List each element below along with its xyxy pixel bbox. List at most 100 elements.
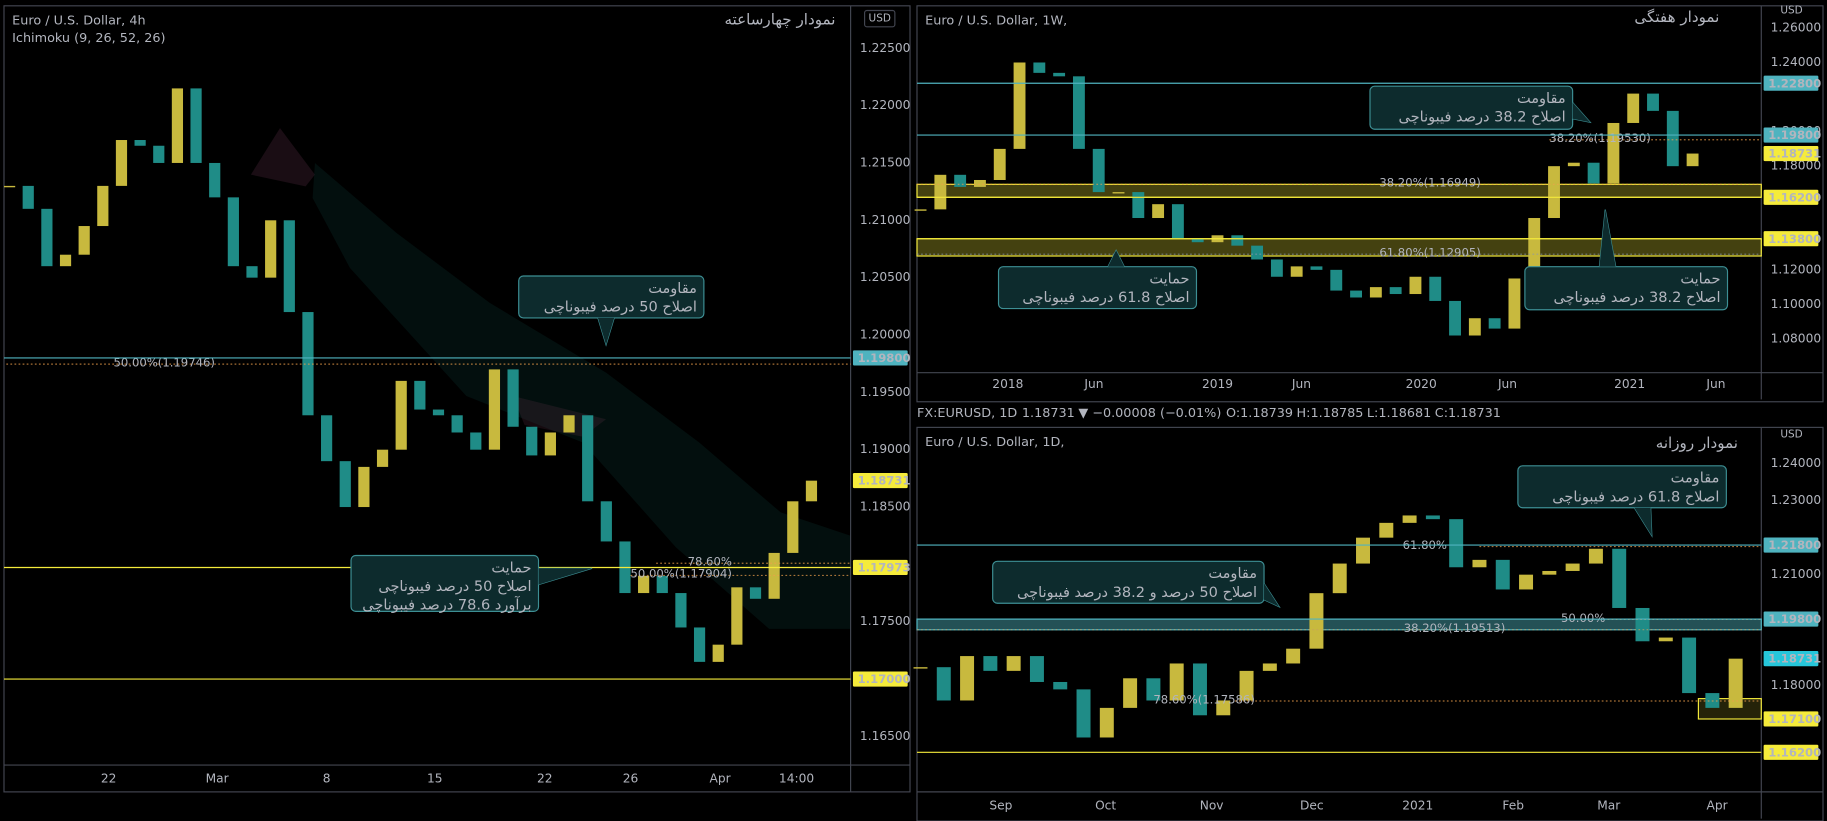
- y-tick-label: 1.10000: [1771, 297, 1822, 311]
- candle: [712, 644, 724, 662]
- candle: [432, 409, 445, 416]
- status-text: 1.18731: [1022, 406, 1075, 421]
- candle: [1728, 658, 1743, 708]
- candle: [265, 220, 277, 278]
- candle: [1309, 593, 1324, 649]
- x-tick-label: 2021: [1614, 377, 1645, 391]
- annotation-text: برآورد 78.6 درصد فیبوناچی: [362, 596, 531, 614]
- indicator-label: Ichimoku (9, 26, 52, 26): [12, 31, 165, 46]
- candle: [1270, 259, 1283, 277]
- candle: [638, 575, 650, 594]
- candle: [1488, 318, 1501, 329]
- candle: [171, 88, 184, 163]
- candle: [1262, 663, 1277, 671]
- candle: [1425, 515, 1440, 520]
- candle: [1686, 153, 1699, 167]
- y-tick-label: 1.20000: [860, 327, 911, 341]
- candle: [1389, 287, 1402, 295]
- candle: [563, 415, 575, 433]
- candle: [1612, 548, 1627, 608]
- candle: [1472, 559, 1487, 568]
- x-tick-label: Jun: [1291, 377, 1311, 391]
- annotation-text: حمایت: [1680, 270, 1720, 287]
- candle: [1658, 637, 1673, 642]
- candle: [1449, 300, 1461, 336]
- y-tick-label: 1.21500: [860, 155, 911, 169]
- price-tag: [852, 559, 908, 576]
- price-tag-label: 1.17000: [858, 672, 911, 686]
- y-tick-label: 1.08000: [1771, 331, 1822, 345]
- chart-title-fa: نمودار روزانه: [1656, 434, 1738, 452]
- x-tick-label: Jun: [1705, 377, 1725, 391]
- candle: [1548, 166, 1560, 219]
- y-tick-label: 1.21000: [860, 213, 911, 227]
- status-text: 1.18739: [1240, 406, 1293, 421]
- chart-title: Euro / U.S. Dollar, 1W,: [925, 13, 1067, 28]
- x-tick-label: 22: [101, 772, 117, 786]
- candle: [470, 432, 482, 450]
- candle: [1239, 670, 1254, 701]
- price-tag-label: 1.19800: [1768, 612, 1821, 626]
- y-tick-label: 1.24000: [1771, 456, 1822, 470]
- price-tag: [1763, 711, 1819, 727]
- candle: [209, 162, 221, 198]
- x-tick-label: Mar: [1597, 798, 1621, 812]
- candle: [3, 185, 16, 188]
- candle: [974, 179, 986, 187]
- x-tick-label: Oct: [1095, 798, 1116, 812]
- candle: [675, 593, 687, 628]
- candle: [913, 667, 928, 669]
- chart-title-fa: نمودار هفتگی: [1634, 8, 1719, 26]
- y-tick-label: 1.18000: [1771, 678, 1822, 692]
- candle: [1429, 276, 1442, 301]
- y-tick-label: 1.16500: [860, 729, 911, 743]
- x-tick-label: Feb: [1502, 798, 1524, 812]
- candle: [1666, 110, 1679, 167]
- candle: [1053, 72, 1066, 77]
- candle: [1627, 93, 1640, 123]
- annotation-box: [1517, 465, 1727, 509]
- candle: [1132, 192, 1145, 219]
- ichimoku-cloud: [312, 163, 851, 629]
- x-tick-label: 14:00: [779, 772, 814, 786]
- annotation-text: مقاومت: [1671, 470, 1720, 487]
- candle: [1033, 62, 1046, 73]
- candle: [1356, 537, 1370, 564]
- annotation-text: حمایت: [1149, 270, 1189, 287]
- annotation-pointer: [1572, 102, 1591, 123]
- candle: [1006, 656, 1021, 671]
- candle: [993, 148, 1006, 180]
- price-tag-label: 1.21800: [1768, 538, 1821, 552]
- currency-label: USD: [869, 13, 891, 25]
- candle: [983, 656, 998, 671]
- candle: [1565, 563, 1580, 571]
- candle: [1092, 148, 1105, 193]
- status-text: FX:EURUSD, 1D: [917, 406, 1017, 421]
- candle: [1029, 656, 1044, 682]
- price-tag: [852, 671, 908, 687]
- candle: [805, 480, 818, 502]
- y-tick-label: 1.19000: [860, 442, 911, 456]
- candle: [787, 501, 799, 553]
- candle: [934, 174, 947, 210]
- candle: [1588, 548, 1603, 564]
- y-tick-label: 1.22500: [860, 41, 911, 55]
- y-tick-label: 1.19500: [860, 385, 911, 399]
- price-tag-label: 1.19800: [1768, 128, 1821, 142]
- status-bar: FX:EURUSD, 1D 1.18731 ▼ −0.00008 (−0.01%) O…: [917, 406, 1501, 421]
- annotation-pointer: [1264, 583, 1280, 607]
- annotation-text: اصلاح 38.2 درصد فیبوناچی: [1553, 289, 1720, 306]
- annotation-text: اصلاح 61.8 درصد فیبوناچی: [1552, 488, 1719, 505]
- price-tag-label: 1.13800: [1768, 232, 1821, 246]
- status-text: 1.18731: [1448, 406, 1501, 421]
- x-tick-label: 15: [427, 772, 443, 786]
- price-tag-label: 1.18731: [858, 474, 911, 488]
- candle: [395, 380, 407, 450]
- fib-label: 78.60%: [688, 555, 732, 569]
- price-zone: [916, 618, 1762, 631]
- candle: [1468, 318, 1481, 336]
- candle: [693, 627, 706, 662]
- chart-title-fa: نمودار چهارساعته: [724, 10, 835, 28]
- candle: [656, 575, 668, 594]
- y-tick-label: 1.12000: [1771, 262, 1822, 276]
